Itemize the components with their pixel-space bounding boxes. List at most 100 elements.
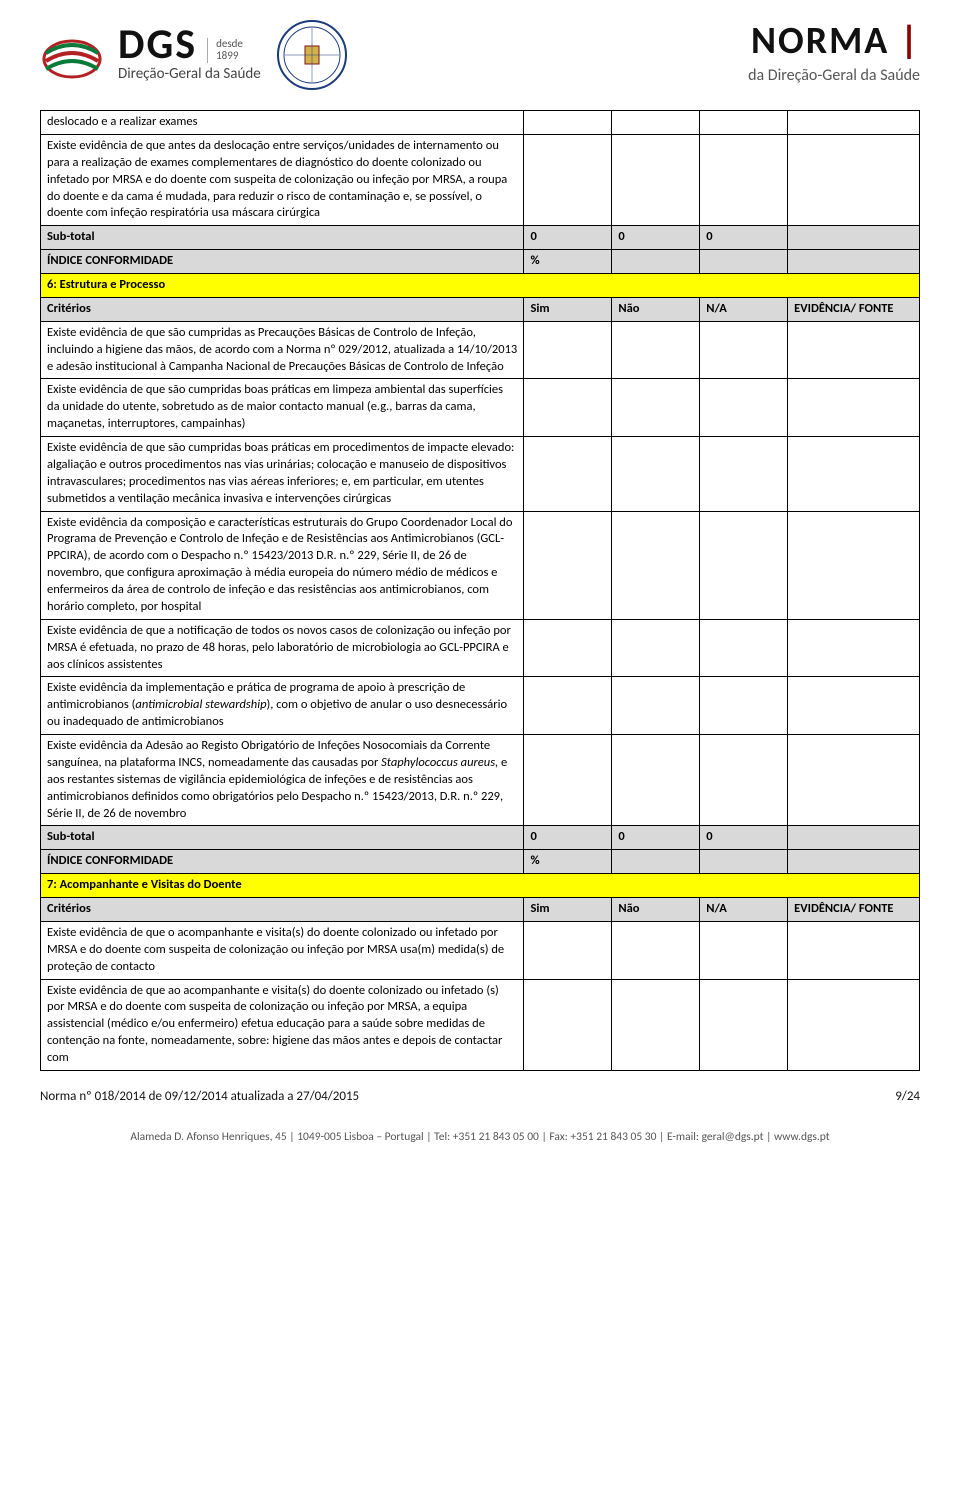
empty-cell: [524, 677, 612, 735]
empty-cell: [788, 321, 920, 379]
empty-cell: [612, 979, 700, 1070]
empty-cell: [612, 921, 700, 979]
criterion-cell: Existe evidência de que o acompanhante e…: [41, 921, 524, 979]
empty-cell: [524, 111, 612, 135]
criterios-label: Critérios: [41, 898, 524, 922]
empty-cell: [700, 735, 788, 826]
empty-cell: [788, 850, 920, 874]
table-row: Existe evidência de que antes da desloca…: [41, 134, 920, 225]
criterion-cell: Existe evidência de que são cumpridas bo…: [41, 379, 524, 437]
criterion-cell: Existe evidência de que são cumpridas bo…: [41, 437, 524, 512]
col-nao-header: Não: [612, 297, 700, 321]
indice-value: %: [524, 250, 612, 274]
subtotal-sim: 0: [524, 826, 612, 850]
empty-cell: [700, 379, 788, 437]
col-nao-header: Não: [612, 898, 700, 922]
header: DGS desde 1899 Direção-Geral da Saúde NO…: [40, 18, 920, 92]
subtotal-row-6: Sub-total 0 0 0: [41, 826, 920, 850]
table-row: Existe evidência da implementação e prát…: [41, 677, 920, 735]
empty-cell: [524, 437, 612, 512]
table-row: Existe evidência de que são cumpridas bo…: [41, 379, 920, 437]
indice-label: ÍNDICE CONFORMIDADE: [41, 850, 524, 874]
indice-label: ÍNDICE CONFORMIDADE: [41, 250, 524, 274]
dgs-year: 1899: [216, 49, 238, 62]
empty-cell: [700, 677, 788, 735]
empty-cell: [612, 134, 700, 225]
subtotal-label: Sub-total: [41, 826, 524, 850]
empty-cell: [612, 735, 700, 826]
criterion-cell: Existe evidência da composição e caracte…: [41, 511, 524, 619]
subtotal-na: 0: [700, 826, 788, 850]
empty-cell: [700, 979, 788, 1070]
empty-cell: [788, 511, 920, 619]
col-ev-header: EVIDÊNCIA/ FONTE: [788, 898, 920, 922]
empty-cell: [524, 379, 612, 437]
table-row: Existe evidência de que são cumpridas as…: [41, 321, 920, 379]
empty-cell: [700, 850, 788, 874]
empty-cell: [524, 134, 612, 225]
indice-row-6: ÍNDICE CONFORMIDADE %: [41, 850, 920, 874]
col-na-header: N/A: [700, 297, 788, 321]
norma-title-text: NORMA: [751, 18, 889, 64]
empty-cell: [788, 979, 920, 1070]
criterios-label: Critérios: [41, 297, 524, 321]
empty-cell: [524, 735, 612, 826]
criterion-cell: Existe evidência de que a notificação de…: [41, 619, 524, 677]
header-left: DGS desde 1899 Direção-Geral da Saúde: [40, 18, 349, 92]
empty-cell: [612, 111, 700, 135]
empty-cell: [612, 379, 700, 437]
empty-cell: [788, 134, 920, 225]
col-sim-header: Sim: [524, 297, 612, 321]
empty-cell: [612, 250, 700, 274]
empty-cell: [612, 321, 700, 379]
table-row: Existe evidência da Adesão ao Registo Ob…: [41, 735, 920, 826]
dgs-subtitle: Direção-Geral da Saúde: [118, 65, 261, 83]
dgs-since-label: desde 1899: [207, 38, 243, 63]
norma-red-bar-icon: |: [900, 18, 920, 64]
footer-line: Norma nº 018/2014 de 09/12/2014 atualiza…: [40, 1089, 920, 1104]
subtotal-nao: 0: [612, 226, 700, 250]
table-row: Existe evidência de que o acompanhante e…: [41, 921, 920, 979]
empty-cell: [700, 921, 788, 979]
col-sim-header: Sim: [524, 898, 612, 922]
criterion-cell: Existe evidência da implementação e prát…: [41, 677, 524, 735]
empty-cell: [700, 134, 788, 225]
section-7-header-row: 7: Acompanhante e Visitas do Doente: [41, 874, 920, 898]
empty-cell: [524, 321, 612, 379]
empty-cell: [612, 511, 700, 619]
subtotal-row: Sub-total 0 0 0: [41, 226, 920, 250]
norma-subtitle: da Direção-Geral da Saúde: [748, 66, 920, 85]
medical-order-seal-icon: [275, 18, 349, 92]
empty-cell: [524, 979, 612, 1070]
page-number: 9/24: [895, 1089, 920, 1104]
empty-cell: [700, 321, 788, 379]
table-row: Existe evidência da composição e caracte…: [41, 511, 920, 619]
dgs-desde-word: desde: [216, 37, 243, 50]
norma-title: NORMA |: [748, 18, 920, 64]
empty-cell: [788, 111, 920, 135]
empty-cell: [788, 921, 920, 979]
footer-contact: Alameda D. Afonso Henriques, 45 | 1049-0…: [40, 1130, 920, 1144]
empty-cell: [788, 735, 920, 826]
section-6-header-row: 6: Estrutura e Processo: [41, 274, 920, 298]
empty-cell: [612, 850, 700, 874]
subtotal-nao: 0: [612, 826, 700, 850]
section-6-title: 6: Estrutura e Processo: [41, 274, 920, 298]
table-row: Existe evidência de que ao acompanhante …: [41, 979, 920, 1070]
criterion-cell: deslocado e a realizar exames: [41, 111, 524, 135]
indice-value: %: [524, 850, 612, 874]
criterios-header-row-7: Critérios Sim Não N/A EVIDÊNCIA/ FONTE: [41, 898, 920, 922]
subtotal-ev: [788, 226, 920, 250]
empty-cell: [612, 677, 700, 735]
empty-cell: [612, 619, 700, 677]
empty-cell: [788, 379, 920, 437]
footer-norma-ref: Norma nº 018/2014 de 09/12/2014 atualiza…: [40, 1089, 359, 1104]
indice-row: ÍNDICE CONFORMIDADE %: [41, 250, 920, 274]
subtotal-ev: [788, 826, 920, 850]
table-row: Existe evidência de que são cumpridas bo…: [41, 437, 920, 512]
empty-cell: [700, 619, 788, 677]
empty-cell: [788, 677, 920, 735]
dgs-brand-text: DGS: [118, 27, 197, 63]
section-7-title: 7: Acompanhante e Visitas do Doente: [41, 874, 920, 898]
criterios-header-row: Critérios Sim Não N/A EVIDÊNCIA/ FONTE: [41, 297, 920, 321]
